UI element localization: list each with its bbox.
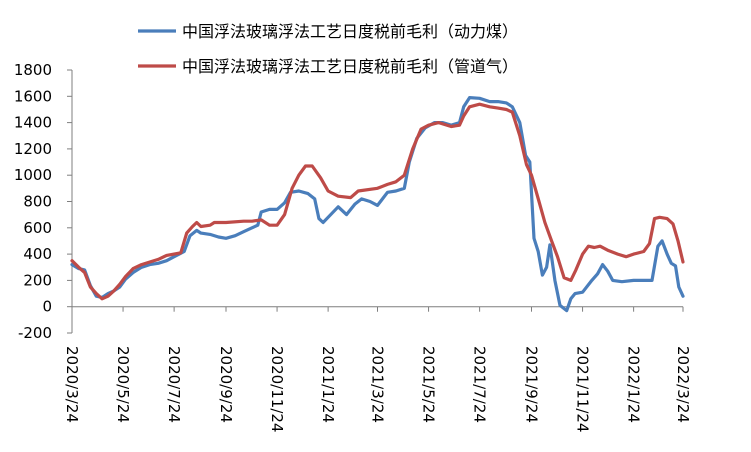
y-tick-label: 1400 (14, 114, 52, 132)
y-axis-ticks: 1800 1600 1400 1200 1000 800 600 400 200 0 -200 (14, 61, 72, 342)
series-line-1 (70, 95, 685, 313)
x-tick-label: 2021/3/24 (369, 346, 387, 423)
y-tick-label: 400 (23, 245, 52, 263)
x-tick-label: 2021/1/24 (319, 346, 337, 423)
y-tick-label: 1200 (14, 140, 52, 158)
x-tick-label: 2020/11/24 (268, 346, 286, 432)
x-tick-label: 2021/9/24 (523, 346, 541, 423)
y-tick-label: 200 (23, 271, 52, 289)
x-tick-label: 2020/3/24 (63, 346, 81, 423)
y-tick-label: 0 (42, 298, 52, 316)
legend-label-1: 中国浮法玻璃浮法工艺日度税前毛利（动力煤） (182, 22, 518, 41)
x-tick-label: 2020/7/24 (165, 346, 183, 423)
x-tick-label: 2022/1/24 (625, 346, 643, 423)
legend-label-2: 中国浮法玻璃浮法工艺日度税前毛利（管道气） (182, 57, 518, 76)
legend: 中国浮法玻璃浮法工艺日度税前毛利（动力煤） 中国浮法玻璃浮法工艺日度税前毛利（管道… (138, 22, 518, 76)
series-lines (70, 95, 685, 313)
y-tick-label: 1000 (14, 166, 52, 184)
x-tick-label: 2022/3/24 (674, 346, 692, 423)
x-tick-label: 2021/5/24 (420, 346, 438, 423)
y-tick-label: 1800 (14, 61, 52, 79)
x-axis-ticks: 2020/3/24 2020/5/24 2020/7/24 2020/9/24 2020… (63, 306, 692, 432)
x-tick-label: 2021/7/24 (471, 346, 489, 423)
series-line-2 (70, 102, 685, 301)
y-tick-label: 1600 (14, 87, 52, 105)
x-tick-label: 2020/5/24 (114, 346, 132, 423)
axes (71, 70, 683, 333)
x-tick-label: 2021/11/24 (574, 346, 592, 432)
y-tick-label: 600 (23, 219, 52, 237)
y-tick-label: -200 (18, 324, 52, 342)
y-tick-label: 800 (23, 193, 52, 211)
x-tick-label: 2020/9/24 (217, 346, 235, 423)
